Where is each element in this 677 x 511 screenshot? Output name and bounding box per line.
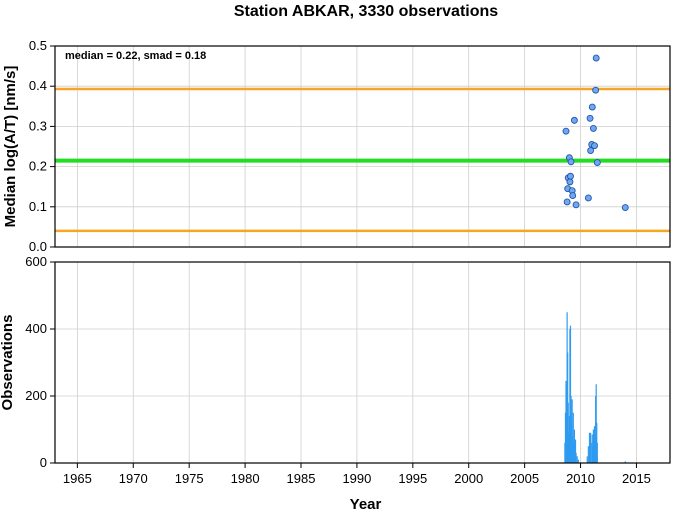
observation-bar (624, 461, 626, 463)
observation-bar (587, 446, 589, 463)
chart-title: Station ABKAR, 3330 observations (234, 3, 498, 20)
y-tick-label: 0.2 (29, 159, 47, 174)
bottom-panel-frame (54, 261, 671, 464)
top-panel-y-ticks: 0.0 0.1 0.2 0.3 0.4 0.5 (29, 38, 55, 254)
observation-bar (572, 412, 574, 463)
stats-annotation: median = 0.22, smad = 0.18 (65, 50, 206, 62)
top-panel-reference-lines (55, 87, 670, 233)
top-panel-grid (55, 45, 670, 248)
x-tick-label: 2015 (622, 471, 651, 486)
observation-bar (596, 442, 598, 463)
bottom-y-axis-label: Observations (0, 315, 16, 411)
observation-bar (586, 456, 588, 463)
scatter-point (562, 127, 570, 135)
x-tick-label: 1995 (398, 471, 427, 486)
scatter-point (589, 124, 597, 132)
observation-bar (574, 439, 577, 463)
scatter-point (570, 116, 578, 124)
scatter-point (588, 103, 596, 111)
y-tick-label: 400 (25, 321, 47, 336)
x-tick-label: 1980 (231, 471, 260, 486)
x-axis-label: Year (350, 496, 382, 511)
scatter-point (591, 142, 598, 150)
scatter-point (567, 172, 574, 180)
y-tick-label: 0.3 (29, 118, 47, 133)
scatter-point (563, 198, 571, 206)
scatter-point (621, 204, 629, 212)
observation-bar (569, 325, 572, 463)
scatter-point (566, 178, 574, 186)
scatter-point (567, 158, 575, 166)
observation-bar (575, 452, 577, 463)
x-tick-label: 1985 (287, 471, 316, 486)
bottom-panel-grid (55, 261, 670, 464)
scatter-point (593, 159, 601, 167)
bottom-panel-x-ticks: 1965 1970 1975 1980 1985 1990 1995 2000 2005 2010… (63, 463, 651, 486)
observation-bar (573, 429, 575, 463)
scatter-point (572, 201, 580, 209)
scatter-point (592, 86, 600, 94)
top-panel-frame (54, 45, 671, 248)
scatter-point (569, 192, 577, 199)
bottom-panel-bars (564, 312, 626, 463)
x-tick-label: 1965 (63, 471, 92, 486)
top-y-axis-label: Median log(A/T) [nm/s] (2, 66, 19, 228)
bottom-panel-y-ticks: 0 200 400 600 (25, 254, 55, 470)
y-tick-label: 200 (25, 388, 47, 403)
y-tick-label: 0.5 (29, 38, 47, 53)
scatter-point (584, 194, 592, 202)
y-tick-label: 0 (40, 455, 47, 470)
x-tick-label: 1975 (175, 471, 204, 486)
observation-bar (571, 399, 573, 463)
y-tick-label: 0.4 (29, 78, 47, 93)
x-tick-label: 2005 (510, 471, 539, 486)
y-tick-label: 0.1 (29, 199, 47, 214)
y-tick-label: 0.0 (29, 239, 47, 254)
scatter-point (592, 54, 600, 62)
x-tick-label: 1970 (119, 471, 148, 486)
x-tick-label: 2010 (566, 471, 595, 486)
observation-bar (576, 456, 578, 463)
top-panel-points (562, 54, 629, 212)
x-tick-label: 1990 (342, 471, 371, 486)
x-tick-label: 2000 (454, 471, 483, 486)
scatter-point (586, 114, 594, 122)
observation-bar (590, 432, 592, 463)
observation-bar (577, 459, 579, 463)
y-tick-label: 600 (25, 254, 47, 269)
